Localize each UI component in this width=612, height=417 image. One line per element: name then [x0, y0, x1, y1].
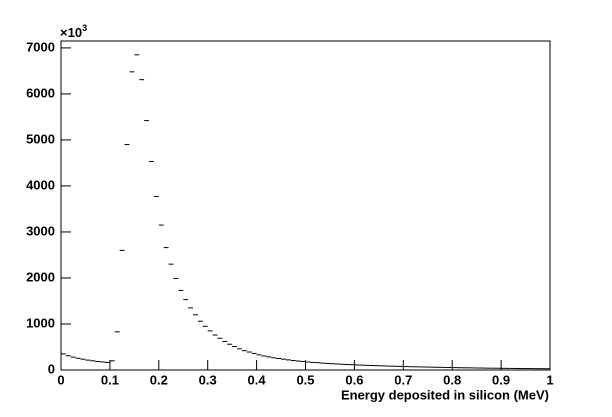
x-tick-label: 0.5 [296, 372, 314, 387]
y-tick-label: 4000 [26, 177, 55, 192]
y-tick-label: 6000 [26, 85, 55, 100]
x-tick-label: 0.9 [492, 372, 510, 387]
y-tick-label: 2000 [26, 269, 55, 284]
frame [60, 40, 551, 371]
x-tick-label: 0 [57, 372, 64, 387]
y-tick-label: 0 [48, 361, 55, 376]
x-tick-label: 0.2 [150, 372, 168, 387]
y-tick-label: 1000 [26, 315, 55, 330]
y-tick-label: 5000 [26, 131, 55, 146]
x-tick-label: 0.8 [443, 372, 461, 387]
x-tick-label: 0.3 [199, 372, 217, 387]
x-axis-title: Energy deposited in silicon (MeV) [341, 387, 549, 402]
multiplier-exponent: 3 [82, 23, 87, 33]
x-tick-label: 1 [546, 372, 553, 387]
x-tick-label: 0.4 [248, 372, 267, 387]
y-tick-label: 3000 [26, 223, 55, 238]
x-tick-label: 0.1 [101, 372, 119, 387]
y-multiplier: ×103 [60, 23, 87, 40]
y-tick-label: 7000 [26, 39, 55, 54]
x-tick-label: 0.7 [394, 372, 412, 387]
multiplier-base: ×10 [60, 25, 82, 40]
x-tick-label: 0.6 [345, 372, 363, 387]
